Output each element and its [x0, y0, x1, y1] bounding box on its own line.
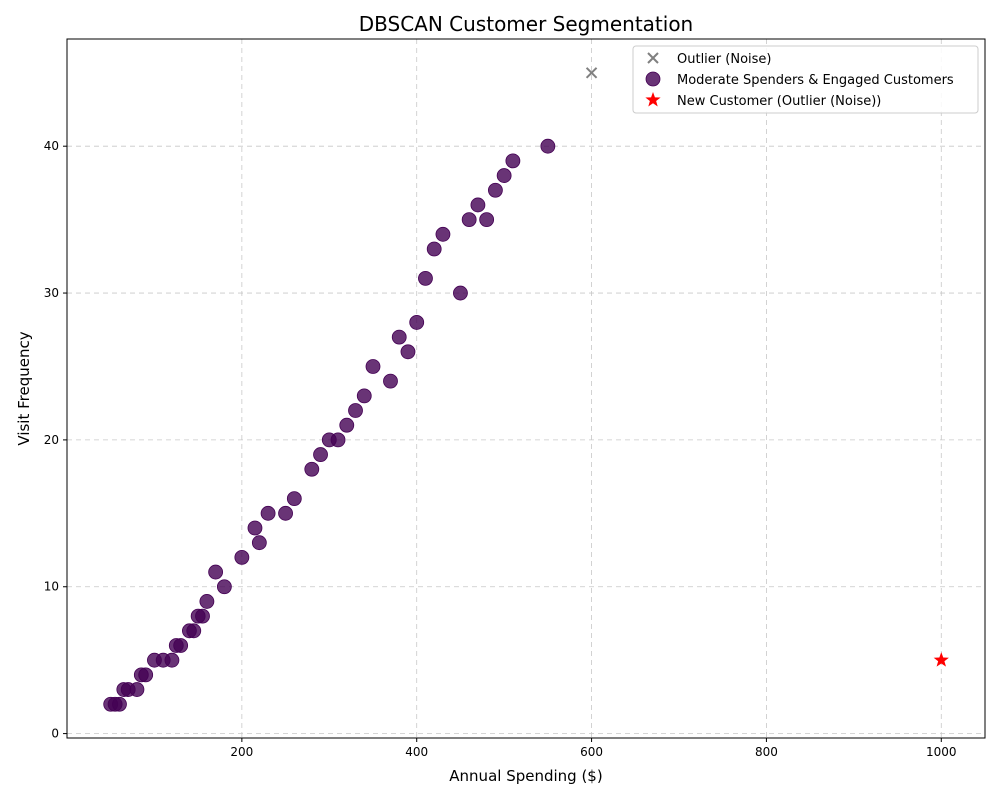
data-point	[585, 67, 598, 79]
data-point	[313, 447, 328, 462]
data-point	[304, 461, 320, 477]
data-point	[186, 623, 202, 639]
data-point	[365, 359, 381, 374]
x-marker-stroke	[585, 67, 598, 79]
data-point	[173, 638, 189, 653]
data-point	[112, 696, 127, 712]
data-point	[391, 329, 407, 345]
data-point	[409, 315, 425, 330]
data-point	[216, 579, 232, 595]
data-point	[129, 682, 145, 697]
data-point	[138, 667, 154, 683]
data-point	[933, 652, 949, 667]
data-point	[383, 373, 398, 389]
x-tick-label: 1000	[926, 745, 957, 759]
x-tick-label: 400	[405, 745, 428, 759]
data-point	[540, 138, 556, 154]
y-axis-label: Visit Frequency	[15, 331, 33, 445]
data-point	[435, 226, 451, 242]
data-point	[234, 549, 250, 565]
data-point	[348, 403, 363, 418]
legend-box	[632, 45, 979, 114]
data-point	[356, 388, 372, 404]
data-point	[461, 212, 477, 228]
legend-marker	[647, 52, 659, 64]
data-point	[453, 285, 468, 301]
y-tick-label: 30	[44, 286, 59, 300]
data-point	[286, 491, 302, 507]
data-point	[418, 270, 433, 286]
data-point	[400, 344, 416, 360]
x-tick-label: 800	[755, 745, 778, 759]
y-tick-label: 10	[44, 580, 59, 594]
legend-label: Outlier (Noise)	[677, 52, 771, 67]
data-point	[164, 652, 180, 668]
legend-label: Moderate Spenders & Engaged Customers	[677, 73, 954, 88]
data-point	[470, 197, 486, 213]
x-marker-stroke	[647, 52, 659, 64]
data-point	[487, 182, 503, 198]
data-point	[251, 535, 267, 551]
points-layer	[103, 67, 949, 712]
plot-area-frame	[66, 38, 986, 739]
data-point	[247, 520, 263, 536]
data-point	[208, 564, 224, 580]
data-point	[195, 608, 210, 624]
data-point	[505, 153, 521, 169]
x-axis-label: Annual Spending ($)	[449, 767, 602, 785]
data-point	[278, 505, 293, 521]
legend-marker	[645, 92, 661, 107]
data-point	[426, 241, 442, 257]
y-tick-label: 20	[44, 433, 59, 447]
grid-layer	[67, 39, 985, 738]
y-tick-label: 0	[51, 727, 59, 741]
legend-label: New Customer (Outlier (Noise))	[677, 94, 881, 109]
data-point	[330, 432, 346, 448]
data-point	[339, 417, 355, 433]
data-point	[260, 505, 276, 521]
y-tick-label: 40	[44, 139, 59, 153]
x-tick-label: 200	[230, 745, 253, 759]
data-point	[479, 212, 495, 228]
chart-title: DBSCAN Customer Segmentation	[359, 12, 694, 36]
legend: Outlier (Noise) Moderate Spenders & Engag…	[632, 45, 979, 114]
data-point	[199, 594, 215, 609]
ticks-layer: 200 400 600 800 1000 0 10 20 30 40	[44, 139, 957, 759]
x-tick-label: 600	[580, 745, 603, 759]
legend-marker	[645, 71, 661, 87]
data-point	[496, 168, 512, 183]
